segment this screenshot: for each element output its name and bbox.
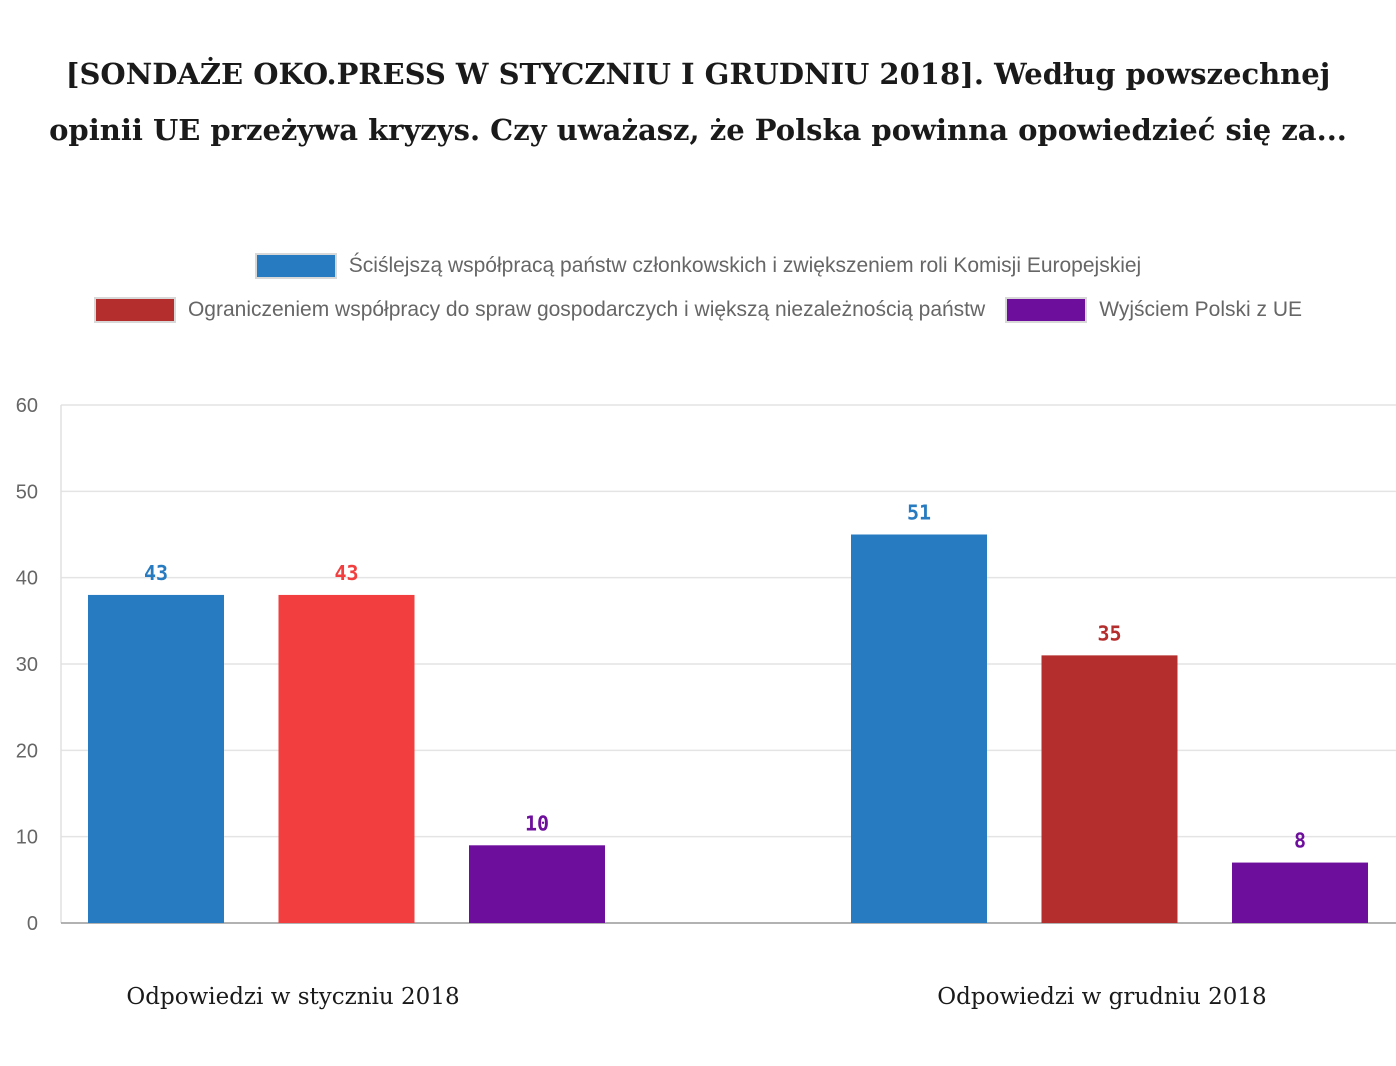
legend-item-cooperation[interactable]: Ściślejszą współpracą państw członkowski… <box>254 253 1142 279</box>
legend-row-2: Ograniczeniem współpracy do spraw gospod… <box>0 297 1396 323</box>
legend-label-limitation: Ograniczeniem współpracy do spraw gospod… <box>187 298 986 321</box>
y-tick-label: 10 <box>16 827 38 849</box>
bar-exit-december <box>1232 862 1368 923</box>
legend-row-1: Ściślejszą współpracą państw członkowski… <box>0 253 1396 279</box>
legend-swatch-limitation <box>93 297 176 323</box>
bar-limitation-december <box>1041 655 1178 923</box>
y-tick-label: 60 <box>16 395 38 417</box>
bar-cooperation-january <box>88 594 224 923</box>
y-tick-label: 40 <box>16 568 38 590</box>
y-tick-label: 50 <box>16 481 38 503</box>
x-category-label-december: Odpowiedzi w grudniu 2018 <box>937 984 1267 1010</box>
data-label-cooperation-january: 43 <box>144 561 168 585</box>
data-label-cooperation-december: 51 <box>907 501 931 525</box>
chart-title-line-1: [SONDAŻE OKO.PRESS W STYCZNIU I GRUDNIU … <box>65 57 1331 91</box>
data-label-limitation-january: 43 <box>334 561 358 585</box>
legend-swatch-cooperation <box>254 253 337 279</box>
data-label-limitation-december: 35 <box>1097 621 1121 645</box>
y-tick-label: 20 <box>16 740 38 762</box>
chart-title-line-2: opinii UE przeżywa kryzys. Czy uważasz, … <box>49 113 1347 147</box>
legend-label-exit: Wyjściem Polski z UE <box>1099 298 1303 321</box>
y-tick-label: 0 <box>27 913 38 935</box>
y-tick-label: 30 <box>16 654 38 676</box>
bar-cooperation-december <box>851 534 987 923</box>
legend-item-exit[interactable]: Wyjściem Polski z UE <box>1005 297 1302 323</box>
legend-label-cooperation: Ściślejszą współpracą państw członkowski… <box>348 254 1142 277</box>
legend-swatch-exit <box>1005 297 1088 323</box>
legend-item-limitation[interactable]: Ograniczeniem współpracy do spraw gospod… <box>93 297 986 323</box>
bar-limitation-january <box>278 594 415 923</box>
data-label-exit-december: 8 <box>1294 829 1306 853</box>
bar-exit-january <box>469 845 605 923</box>
chart-title: [SONDAŻE OKO.PRESS W STYCZNIU I GRUDNIU … <box>0 46 1396 158</box>
x-category-label-january: Odpowiedzi w styczniu 2018 <box>126 984 460 1010</box>
data-label-exit-january: 10 <box>525 811 549 835</box>
